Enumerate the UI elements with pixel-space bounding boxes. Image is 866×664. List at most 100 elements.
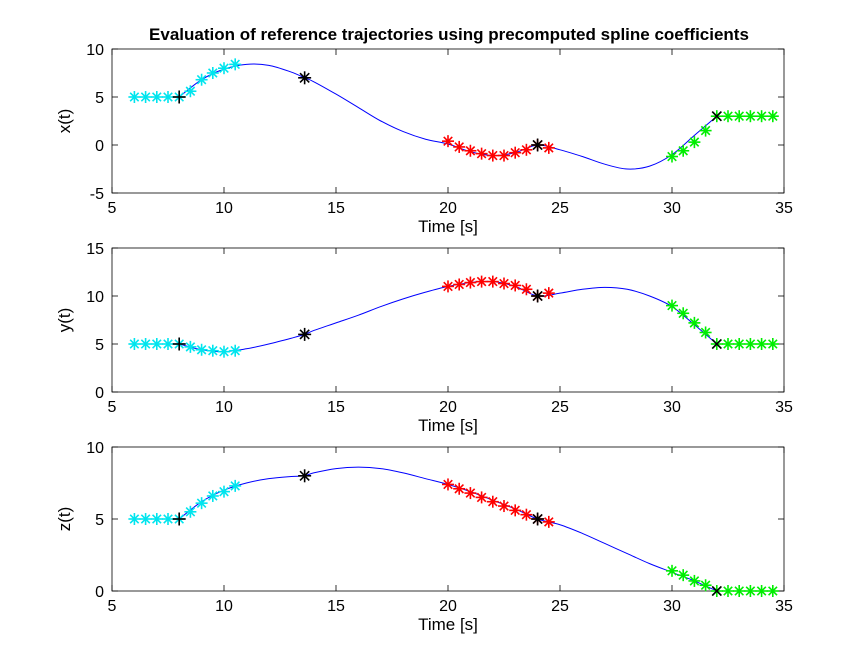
cyan-marker-2-9 (229, 344, 242, 357)
figure-title: Evaluation of reference trajectories usi… (149, 25, 749, 44)
green-marker-1-7-stroke-d2 (745, 111, 756, 122)
x-tick-label-3-0: 5 (108, 598, 117, 615)
knot-marker-1-3-stroke-d2 (711, 111, 722, 122)
cyan-marker-2-7 (206, 344, 219, 357)
y-axis-label-1: x(t) (55, 109, 74, 134)
red-marker-3-6-stroke-d2 (510, 505, 521, 516)
cyan-marker-3-9-stroke-d2 (230, 481, 241, 491)
cyan-marker-1-2-stroke-d2 (151, 92, 162, 102)
green-marker-3-0-stroke-d2 (667, 566, 677, 576)
x-tick-label-1-2: 15 (327, 200, 345, 217)
cyan-marker-3-2 (150, 513, 163, 525)
knot-marker-3-1-stroke-d2 (299, 470, 310, 481)
cyan-marker-1-6 (195, 73, 208, 86)
y-tick-label-2-3: 15 (86, 241, 104, 258)
red-marker-2-4 (486, 275, 499, 288)
red-marker-3-7-stroke-d2 (521, 509, 532, 520)
knot-marker-2-1 (298, 327, 312, 341)
cyan-marker-3-8 (218, 485, 230, 498)
green-marker-2-1-stroke-d2 (678, 308, 689, 319)
red-marker-3-0-stroke-d2 (443, 479, 453, 490)
green-marker-2-3-stroke-d2 (700, 327, 711, 338)
knot-markers-2 (172, 289, 722, 351)
cyan-marker-3-5-stroke-d2 (185, 506, 196, 517)
green-marker-2-9 (766, 338, 779, 350)
x-axis-label-1: Time [s] (418, 217, 478, 236)
green-marker-1-0-stroke-d2 (667, 151, 677, 162)
cyan-marker-2-2 (150, 338, 163, 350)
green-marker-3-3-stroke-d2 (700, 580, 711, 591)
y-tick-label-3-2: 10 (86, 440, 104, 457)
red-marker-2-4-stroke-d2 (487, 276, 498, 287)
y-tick-label-2-2: 10 (86, 289, 104, 306)
y-tick-label-1-3: 10 (86, 42, 104, 59)
red-marker-2-0 (442, 280, 454, 293)
red-marker-1-9-stroke-d2 (543, 143, 554, 153)
x-tick-label-1-4: 25 (551, 200, 569, 217)
red-marker-2-5-stroke-d2 (499, 278, 509, 289)
x-tick-label-2-5: 30 (663, 399, 681, 416)
red-marker-1-0-stroke-d2 (443, 136, 453, 146)
knot-marker-3-3 (711, 585, 722, 597)
knot-marker-1-1-stroke-d2 (299, 72, 310, 83)
red-marker-3-3 (475, 491, 488, 504)
red-marker-3-9 (542, 515, 555, 528)
axes-box-2 (111, 247, 785, 393)
x-tick-label-1-5: 30 (663, 200, 681, 217)
knot-marker-1-0 (172, 90, 186, 104)
green-marker-1-1-stroke-d2 (678, 145, 689, 156)
cyan-marker-1-3 (162, 91, 174, 103)
red-marker-series-2 (442, 275, 555, 302)
knot-marker-2-1-stroke-d2 (299, 329, 310, 340)
x-tick-label-3-3: 20 (439, 598, 457, 615)
cyan-marker-1-7 (206, 67, 219, 79)
green-marker-1-6 (733, 110, 746, 123)
knot-markers-1 (172, 71, 722, 152)
knot-marker-3-2-stroke-d2 (532, 513, 543, 525)
green-marker-3-9-stroke-d2 (767, 586, 778, 596)
red-marker-1-9 (542, 141, 555, 154)
x-tick-label-2-6: 35 (775, 399, 793, 416)
spline-curve-1 (178, 63, 718, 170)
knot-marker-2-0 (172, 337, 186, 351)
green-marker-2-3 (699, 326, 712, 339)
red-marker-2-9-stroke-d2 (543, 288, 554, 298)
cyan-marker-2-2-stroke-d2 (151, 339, 162, 349)
knot-marker-1-2 (531, 138, 545, 152)
cyan-marker-3-3-stroke-d2 (163, 514, 173, 524)
knot-marker-2-2 (531, 289, 545, 303)
green-marker-3-0 (666, 564, 678, 577)
red-marker-1-6 (509, 146, 522, 159)
red-marker-1-5 (498, 149, 510, 162)
green-marker-2-6 (733, 338, 746, 350)
x-tick-label-2-0: 5 (108, 399, 117, 416)
cyan-marker-1-0 (128, 91, 141, 103)
red-marker-2-7-stroke-d2 (521, 284, 532, 295)
red-marker-2-3-stroke-d2 (476, 276, 487, 287)
knot-marker-3-3-stroke-d2 (711, 585, 722, 597)
knot-marker-1-3 (711, 111, 722, 122)
x-tick-label-2-3: 20 (439, 399, 457, 416)
cyan-marker-1-8-stroke-d2 (219, 63, 229, 74)
cyan-marker-3-3 (162, 513, 174, 525)
red-marker-2-3 (475, 275, 488, 288)
red-marker-1-7 (520, 143, 533, 156)
green-marker-3-7-stroke-d2 (745, 586, 756, 596)
x-tick-label-1-1: 10 (215, 200, 233, 217)
y-tick-label-1-0: -5 (90, 186, 104, 203)
red-marker-3-9-stroke-d2 (543, 517, 554, 527)
red-marker-1-5-stroke-d2 (499, 150, 509, 161)
cyan-marker-series-3 (128, 479, 242, 525)
knot-marker-2-3-stroke-d2 (711, 338, 722, 350)
red-marker-2-6 (509, 279, 522, 292)
x-tick-label-2-1: 10 (215, 399, 233, 416)
cyan-marker-2-6 (195, 343, 208, 356)
cyan-marker-1-5 (184, 85, 197, 98)
green-marker-3-1 (677, 569, 690, 582)
green-marker-3-9 (766, 585, 779, 597)
y-tick-label-3-0: 0 (95, 584, 104, 601)
cyan-marker-3-7-stroke-d2 (207, 491, 218, 501)
cyan-marker-2-3 (162, 338, 174, 350)
cyan-marker-2-5 (184, 340, 197, 353)
